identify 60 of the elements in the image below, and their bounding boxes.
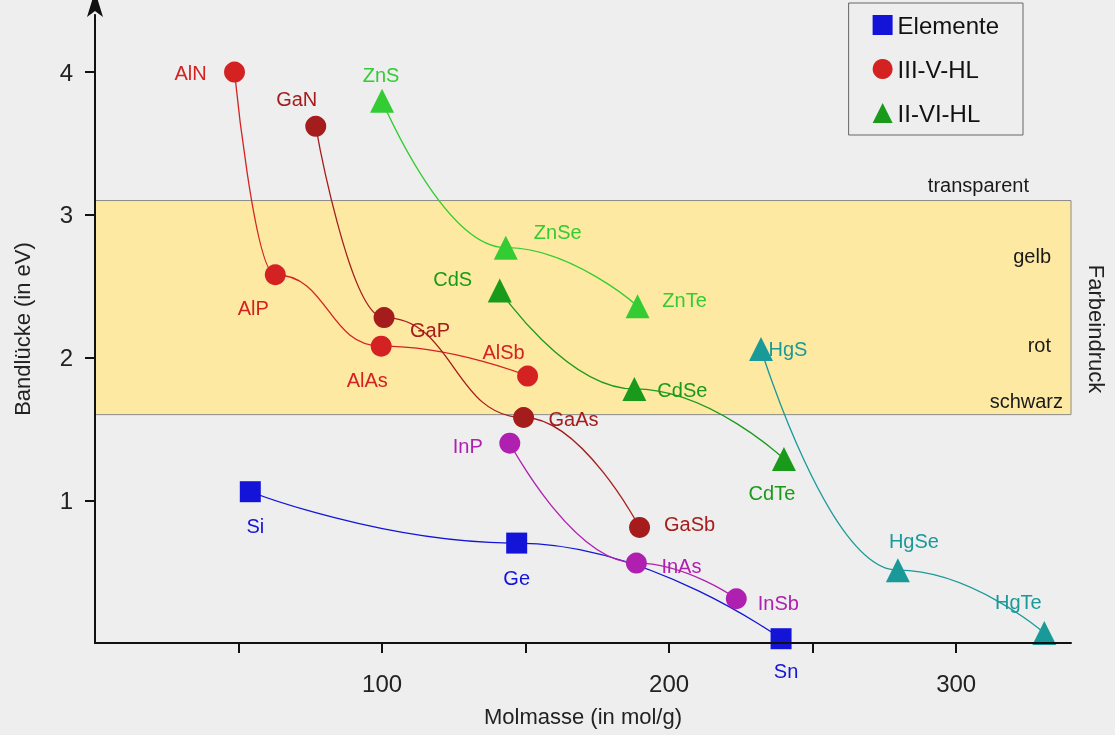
legend-label: Elemente — [897, 11, 999, 39]
annotation: rot — [1027, 333, 1052, 356]
y-tick-label: 4 — [59, 58, 73, 86]
point — [224, 61, 246, 83]
annotation: AlSb — [482, 341, 525, 364]
y2-axis-title: Farbeindruck — [1083, 264, 1109, 395]
point — [499, 432, 521, 454]
x-tick-label: 100 — [362, 669, 403, 697]
annotation: AlN — [174, 62, 207, 85]
point — [370, 88, 395, 113]
annotation: GaSb — [663, 513, 716, 536]
annotation: schwarz — [989, 389, 1063, 412]
annotation: ZnS — [362, 63, 400, 86]
annotation: ZnTe — [662, 289, 707, 312]
point — [622, 376, 647, 401]
x-tick-label: 300 — [936, 669, 977, 697]
annotation: InP — [452, 435, 483, 458]
point — [373, 307, 395, 329]
annotation: Ge — [503, 567, 531, 590]
point — [629, 516, 651, 538]
point — [239, 481, 261, 503]
annotation: Sn — [773, 659, 799, 682]
annotation: gelb — [1013, 245, 1051, 268]
annotation: AlAs — [346, 369, 388, 392]
legend-label: III-V-HL — [897, 55, 979, 83]
point — [264, 264, 286, 286]
annotation: GaAs — [548, 408, 599, 431]
x-tick-label: 200 — [649, 669, 690, 697]
point — [487, 278, 512, 303]
point — [517, 365, 539, 387]
annotation: InSb — [757, 591, 799, 614]
annotation: HgSe — [888, 530, 939, 553]
y-tick-label: 2 — [59, 344, 73, 372]
point — [770, 628, 792, 650]
annotation: CdTe — [748, 481, 796, 504]
annotation: GaN — [276, 88, 318, 111]
y-tick-label: 1 — [59, 486, 73, 514]
point — [506, 532, 528, 554]
annotation: ZnSe — [533, 220, 582, 243]
annotation: Si — [246, 514, 265, 537]
annotation: HgTe — [994, 591, 1042, 614]
annotation: InAs — [661, 555, 702, 578]
annotation: CdS — [433, 268, 473, 291]
annotation: AlP — [237, 296, 269, 319]
point — [771, 446, 796, 471]
y-axis-title: Bandlücke (in eV) — [9, 242, 35, 416]
annotation: HgS — [768, 337, 808, 360]
annotation: CdSe — [657, 378, 708, 401]
point — [493, 235, 518, 260]
legend-label: II-VI-HL — [897, 99, 981, 127]
point — [725, 588, 747, 610]
point — [625, 294, 650, 319]
y-tick-label: 3 — [59, 201, 73, 229]
point — [370, 335, 392, 357]
annotation: transparent — [927, 173, 1030, 196]
point — [625, 552, 647, 574]
point — [305, 115, 327, 137]
x-axis-title: Molmasse (in mol/g) — [483, 703, 683, 729]
point — [885, 558, 910, 583]
point — [513, 407, 535, 428]
